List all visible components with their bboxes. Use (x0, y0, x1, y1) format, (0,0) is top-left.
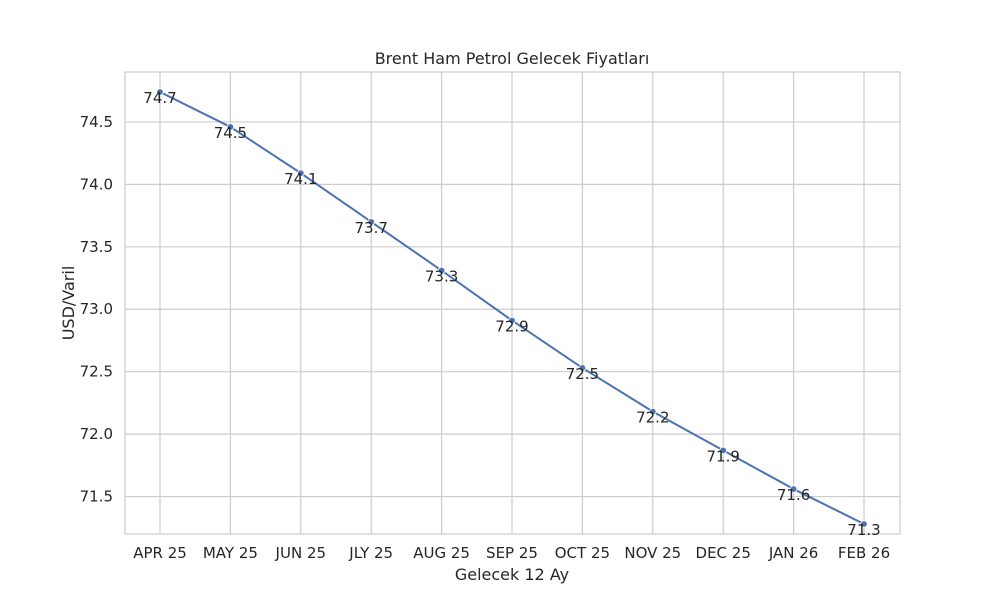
x-tick-label: JAN 26 (768, 544, 819, 562)
data-label: 73.7 (354, 219, 387, 237)
data-point (508, 316, 516, 325)
data-label: 74.7 (143, 89, 176, 107)
x-tick-label: JUN 25 (275, 544, 326, 562)
y-tick-label: 74.5 (80, 113, 113, 131)
data-label: 74.5 (214, 124, 247, 142)
data-label: 73.3 (425, 268, 458, 286)
data-label: 71.3 (847, 521, 880, 539)
y-tick-label: 73.5 (80, 238, 113, 256)
data-point (860, 520, 868, 528)
data-label: 71.6 (777, 486, 810, 504)
grid-layer (125, 72, 900, 534)
data-point (649, 407, 657, 416)
data-label: 71.9 (706, 447, 739, 465)
y-tick-label: 74.0 (80, 175, 113, 193)
data-point (578, 364, 587, 372)
x-tick-label: DEC 25 (696, 544, 751, 562)
x-tick-layer: APR 25 MAY 25 JUN 25 JLY 25 AUG 25 SEP 25 OCT … (133, 544, 890, 562)
data-label: 72.2 (636, 409, 669, 427)
y-tick-label: 73.0 (80, 300, 113, 318)
data-point (789, 485, 798, 493)
data-label-layer: 74.7 74.5 74.1 73.7 73.3 72.9 72.5 72.2 71.9 71.6… (143, 89, 880, 539)
y-axis-label: USD/Varil (59, 266, 78, 341)
x-tick-label: OCT 25 (555, 544, 610, 562)
chart-title: Brent Ham Petrol Gelecek Fiyatları (375, 49, 650, 68)
plot-frame (124, 71, 901, 535)
x-tick-label: AUG 25 (413, 544, 470, 562)
x-tick-label: MAY 25 (203, 544, 258, 562)
y-tick-label: 71.5 (80, 488, 113, 506)
x-tick-label: APR 25 (133, 544, 187, 562)
y-tick-layer: 71.5 72.0 72.5 73.0 73.5 74.0 74.5 (80, 113, 113, 506)
y-tick-label: 72.5 (80, 363, 113, 381)
data-point (367, 218, 375, 226)
data-label: 72.9 (495, 317, 528, 335)
x-tick-label: SEP 25 (486, 544, 538, 562)
x-axis-label: Gelecek 12 Ay (455, 565, 569, 584)
data-point (297, 169, 305, 177)
data-point (437, 266, 446, 275)
x-tick-label: JLY 25 (348, 544, 393, 562)
series-layer (156, 88, 868, 528)
data-label: 74.1 (284, 170, 317, 188)
data-label: 72.5 (566, 365, 599, 383)
data-point (226, 123, 235, 131)
x-tick-label: NOV 25 (624, 544, 681, 562)
data-point (156, 88, 164, 96)
x-tick-label: FEB 26 (838, 544, 890, 562)
y-tick-label: 72.0 (80, 425, 113, 443)
data-point (719, 446, 727, 455)
